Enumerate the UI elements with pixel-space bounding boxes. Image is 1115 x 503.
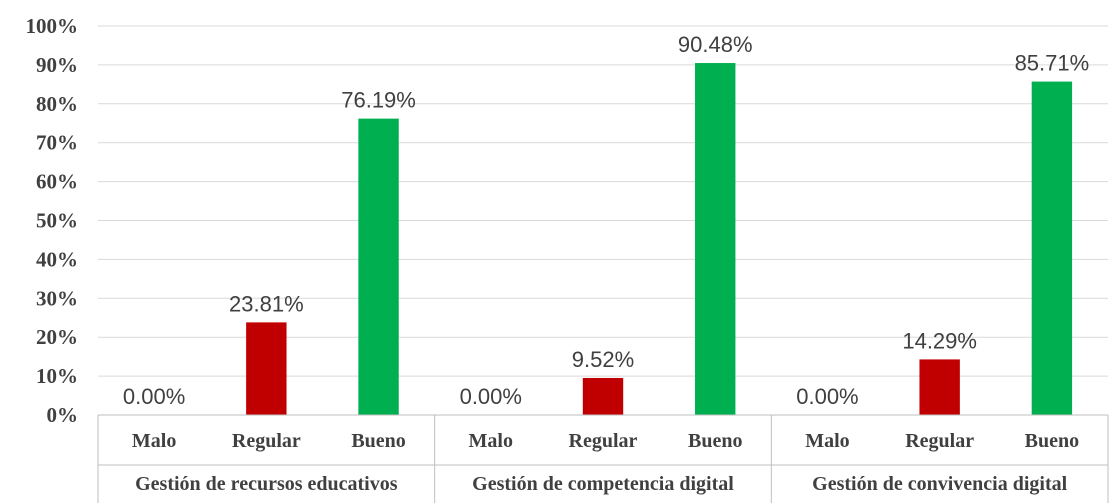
data-label: 9.52% — [572, 347, 634, 372]
y-axis-ticks: 0% 10% 20% 30% 40% 50% 60% 70% 80% 90% 100% — [26, 14, 79, 427]
x-category-label: Bueno — [351, 430, 405, 452]
y-tick-label: 20% — [36, 325, 78, 349]
bar — [246, 322, 287, 415]
bar — [919, 359, 960, 415]
bar — [695, 63, 736, 415]
x-group-label: Gestión de convivencia digital — [812, 473, 1067, 495]
x-category-label: Bueno — [688, 430, 742, 452]
bars — [246, 63, 1073, 415]
data-label: 0.00% — [796, 384, 858, 409]
x-category-label: Bueno — [1025, 430, 1079, 452]
data-label: 0.00% — [123, 384, 185, 409]
data-label: 90.48% — [678, 32, 753, 57]
x-category-label: Regular — [232, 430, 301, 452]
data-label: 0.00% — [460, 384, 522, 409]
y-tick-label: 0% — [47, 403, 79, 427]
data-label: 76.19% — [341, 88, 416, 113]
y-tick-label: 70% — [36, 131, 78, 155]
data-label: 85.71% — [1015, 51, 1090, 76]
x-axis: Malo Regular Bueno Gestión de recursos educ… — [97, 414, 1109, 503]
x-group-label: Gestión de competencia digital — [472, 473, 734, 495]
data-label: 23.81% — [229, 291, 304, 316]
x-category-label: Regular — [569, 430, 638, 452]
y-tick-label: 50% — [36, 209, 78, 233]
y-tick-label: 80% — [36, 92, 78, 116]
x-category-label: Regular — [905, 430, 974, 452]
y-tick-label: 100% — [26, 14, 79, 38]
x-category-label: Malo — [469, 430, 513, 452]
x-group-label: Gestión de recursos educativos — [135, 473, 398, 495]
data-labels: 0.00% 23.81% 76.19% 0.00% 9.52% 90.48% 0.00% 14… — [123, 32, 1089, 409]
y-tick-label: 30% — [36, 286, 78, 310]
bar — [582, 377, 624, 415]
bar — [1031, 81, 1073, 415]
y-tick-label: 90% — [36, 53, 78, 77]
x-category-label: Malo — [132, 430, 176, 452]
x-category-label: Malo — [805, 430, 849, 452]
y-tick-label: 60% — [36, 170, 78, 194]
data-label: 14.29% — [902, 328, 977, 353]
bar — [358, 118, 399, 415]
y-tick-label: 40% — [36, 247, 78, 271]
y-tick-label: 10% — [36, 364, 78, 388]
